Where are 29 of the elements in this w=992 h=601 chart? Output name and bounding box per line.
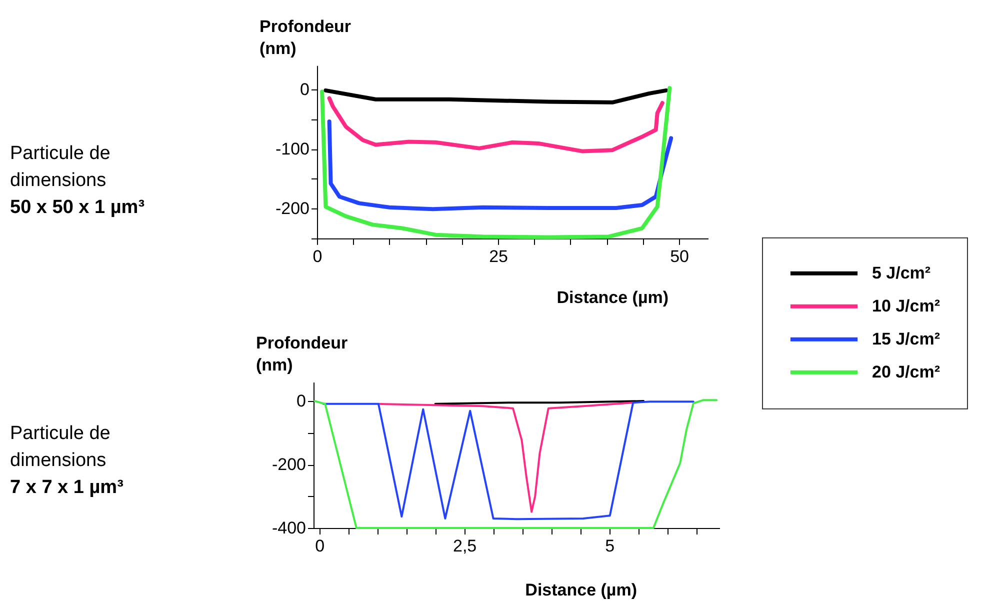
line-series	[327, 96, 664, 154]
line-series	[377, 402, 634, 513]
y-tick-label: -200	[272, 455, 306, 474]
legend-label: 5 J/cm²	[872, 263, 931, 282]
x-tick-label: 25	[489, 246, 508, 266]
y-tick-label: -200	[276, 199, 310, 218]
y-tick-label: 0	[296, 392, 306, 411]
y-axis-title: Profondeur (nm)	[260, 16, 352, 58]
x-tick-label: 50	[670, 246, 689, 266]
y-tick-label: -400	[272, 518, 306, 538]
x-tick-label: 5	[605, 536, 615, 556]
x-axis-title: Distance (µm)	[525, 580, 637, 600]
x-axis-title: Distance (µm)	[556, 288, 668, 307]
legend-label: 20 J/cm²	[872, 362, 940, 382]
text: Particule de dimensions	[10, 142, 112, 193]
text: 50 x 50 x 1 µm³	[10, 196, 146, 220]
y-tick-label: 0	[300, 80, 310, 99]
line-series	[327, 119, 674, 212]
x-tick-label: 0	[312, 246, 322, 266]
text: Particule de dimensions	[10, 422, 112, 473]
y-axis-title: Profondeur (nm)	[256, 334, 348, 374]
line-series	[320, 86, 672, 240]
legend-label: 15 J/cm²	[872, 329, 940, 348]
legend-label: 10 J/cm²	[872, 296, 940, 316]
y-tick-label: -100	[276, 139, 310, 158]
x-tick-label: 2,5	[452, 536, 477, 556]
text: 7 x 7 x 1 µm³	[10, 476, 124, 500]
x-tick-label: 0	[315, 536, 325, 556]
line-series	[324, 88, 668, 104]
